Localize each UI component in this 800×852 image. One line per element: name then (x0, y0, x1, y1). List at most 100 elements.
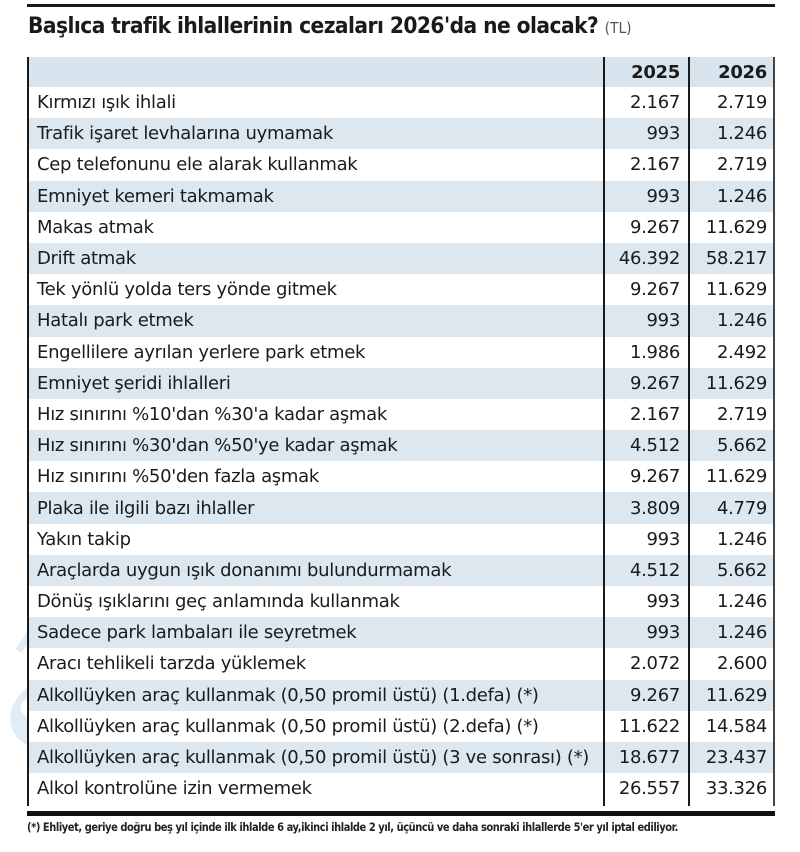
table-row: Hız sınırını %10'dan %30'a kadar aşmak 2.… (27, 398, 775, 431)
table-row: Yakın takip 993 1.246 (27, 523, 775, 555)
fine-2025: 18.677 (618, 747, 680, 769)
fine-2025: 3.809 (629, 497, 680, 519)
fine-2026: 1.246 (716, 591, 767, 613)
table-row: Sadece park lambaları ile seyretmek 993 1.… (27, 617, 775, 649)
fine-2026: 2.719 (716, 403, 767, 425)
violation-label: Araçlarda uygun ışık donanımı bulundurma… (37, 559, 452, 581)
fine-2026: 33.326 (705, 778, 767, 800)
header-label (27, 57, 603, 87)
table-row: Hatalı park etmek 993 1.246 (27, 305, 775, 337)
table-row: Dönüş ışıklarını geç anlamında kullanmak… (27, 586, 775, 618)
fine-2025: 9.267 (629, 372, 680, 394)
fine-2026: 5.662 (716, 435, 767, 457)
fine-2025: 993 (646, 591, 681, 613)
violation-label: Emniyet şeridi ihlalleri (37, 372, 231, 394)
table-row: Kırmızı ışık ihlali 2.167 2.719 (27, 87, 775, 119)
violation-label: Hız sınırını %10'dan %30'a kadar aşmak (37, 403, 387, 425)
table-row: Alkollüyken araç kullanmak (0,50 promil … (27, 710, 775, 742)
table-row: Aracı tehlikeli tarzda yüklemek 2.072 2.60… (27, 648, 775, 680)
violation-label: Emniyet kemeri takmamak (37, 185, 274, 207)
fine-2025: 2.167 (629, 403, 680, 425)
violation-label: Alkollüyken araç kullanmak (0,50 promil … (37, 684, 539, 706)
header-2025: 2025 (631, 61, 680, 83)
fine-2025: 2.072 (629, 653, 680, 675)
fine-2025: 4.512 (629, 435, 680, 457)
column-divider-2 (688, 57, 690, 806)
violation-label: Drift atmak (37, 248, 136, 270)
fine-2025: 46.392 (618, 248, 680, 270)
fine-2026: 11.629 (705, 684, 767, 706)
fine-2026: 58.217 (705, 248, 767, 270)
fine-2025: 4.512 (629, 559, 680, 581)
violation-label: Makas atmak (37, 216, 154, 238)
fine-2025: 2.167 (629, 154, 680, 176)
violation-label: Hatalı park etmek (37, 310, 194, 332)
table-row: Plaka ile ilgili bazı ihlaller 3.809 4.779 (27, 492, 775, 524)
table-row: Alkollüyken araç kullanmak (0,50 promil … (27, 679, 775, 711)
fine-2026: 2.600 (716, 653, 767, 675)
table-row: Hız sınırını %30'dan %50'ye kadar aşmak 4… (27, 430, 775, 462)
table-row: Drift atmak 46.392 58.217 (27, 242, 775, 275)
violation-label: Alkol kontrolüne izin vermemek (37, 778, 312, 800)
page-title: Başlıca trafik ihlallerinin cezaları 202… (28, 14, 632, 39)
violation-label: Aracı tehlikeli tarzda yüklemek (37, 653, 306, 675)
fine-2026: 1.246 (716, 310, 767, 332)
column-divider-1 (603, 57, 605, 806)
violation-label: Tek yönlü yolda ters yönde gitmek (37, 279, 337, 301)
header-2026: 2026 (718, 61, 767, 83)
fine-2026: 2.719 (716, 92, 767, 114)
fine-2026: 23.437 (705, 747, 767, 769)
fine-2025: 1.986 (629, 341, 680, 363)
violation-label: Kırmızı ışık ihlali (37, 92, 176, 114)
violation-label: Yakın takip (37, 528, 131, 550)
fine-2025: 9.267 (629, 466, 680, 488)
violation-label: Sadece park lambaları ile seyretmek (37, 622, 357, 644)
fine-2025: 26.557 (618, 778, 680, 800)
fine-2025: 9.267 (629, 216, 680, 238)
fine-2026: 1.246 (716, 528, 767, 550)
violation-label: Alkollüyken araç kullanmak (0,50 promil … (37, 747, 590, 769)
violation-label: Plaka ile ilgili bazı ihlaller (37, 497, 255, 519)
violation-label: Cep telefonunu ele alarak kullanmak (37, 154, 358, 176)
table-right-border (773, 57, 775, 806)
fine-2025: 993 (646, 185, 681, 207)
table-left-border (27, 57, 29, 806)
table-row: Araçlarda uygun ışık donanımı bulundurma… (27, 554, 775, 586)
table-row: Engellilere ayrılan yerlere park etmek 1.… (27, 336, 775, 368)
table-row: Cep telefonunu ele alarak kullanmak 2.167… (27, 149, 775, 181)
table-row: Emniyet kemeri takmamak 993 1.246 (27, 180, 775, 212)
fines-table: 2025 2026 Kırmızı ışık ihlali 2.167 2.719 T… (27, 57, 775, 805)
fine-2026: 4.779 (716, 497, 767, 519)
violation-label: Engellilere ayrılan yerlere park etmek (37, 341, 366, 363)
fine-2026: 14.584 (705, 715, 767, 737)
violation-label: Hız sınırını %30'dan %50'ye kadar aşmak (37, 435, 398, 457)
fine-2025: 11.622 (618, 715, 680, 737)
table-row: Makas atmak 9.267 11.629 (27, 211, 775, 243)
fine-2026: 5.662 (716, 559, 767, 581)
table-row: Emniyet şeridi ihlalleri 9.267 11.629 (27, 367, 775, 399)
fine-2025: 993 (646, 528, 681, 550)
fine-2025: 993 (646, 310, 681, 332)
bottom-rule (27, 811, 775, 816)
table-header-row: 2025 2026 (27, 57, 775, 87)
fine-2026: 11.629 (705, 372, 767, 394)
fine-2025: 9.267 (629, 279, 680, 301)
table-row: Tek yönlü yolda ters yönde gitmek 9.267 11… (27, 274, 775, 306)
violation-label: Trafik işaret levhalarına uymamak (37, 123, 334, 145)
top-rule (27, 4, 775, 7)
title-text: Başlıca trafik ihlallerinin cezaları 202… (28, 14, 599, 39)
fine-2026: 1.246 (716, 123, 767, 145)
fine-2026: 2.719 (716, 154, 767, 176)
fine-2025: 9.267 (629, 684, 680, 706)
footnote: (*) Ehliyet, geriye doğru beş yıl içinde… (27, 820, 679, 834)
table-row: Hız sınırını %50'den fazla aşmak 9.267 11.… (27, 461, 775, 493)
violation-label: Hız sınırını %50'den fazla aşmak (37, 466, 319, 488)
fine-2025: 993 (646, 622, 681, 644)
fine-2026: 11.629 (705, 279, 767, 301)
fine-2025: 2.167 (629, 92, 680, 114)
fine-2026: 11.629 (705, 216, 767, 238)
violation-label: Dönüş ışıklarını geç anlamında kullanmak (37, 591, 400, 613)
fine-2026: 1.246 (716, 622, 767, 644)
violation-label: Alkollüyken araç kullanmak (0,50 promil … (37, 715, 539, 737)
fine-2026: 11.629 (705, 466, 767, 488)
